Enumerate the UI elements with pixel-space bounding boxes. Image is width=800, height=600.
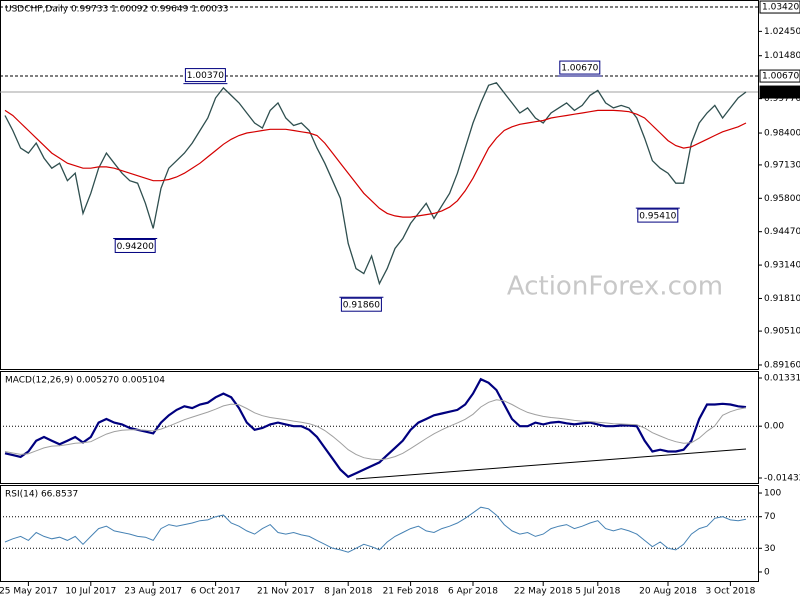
series-line	[4, 109, 747, 218]
y-tick-label: 1.02450	[764, 27, 800, 37]
y-tick-label: 0.97130	[764, 160, 800, 170]
level-label-box	[759, 0, 800, 14]
annotation-box	[114, 238, 156, 253]
x-tick-label: 3 Oct 2018	[705, 587, 755, 597]
x-tick-label: 8 Jan 2018	[324, 587, 372, 597]
watermark: ActionForex.com	[507, 272, 723, 302]
rsi-panel	[0, 485, 759, 582]
macd-title: MACD(12,26,9) 0.005270 0.005104	[5, 376, 165, 386]
annotation-label: 0.91860	[343, 301, 380, 311]
y-tick-label: 0.99770	[764, 94, 800, 104]
price-title: USDCHF,Daily 0.99733 1.00092 0.99649 1.0…	[5, 5, 228, 15]
y-tick-label: -0.014323	[764, 474, 800, 484]
level-label: 1.00033	[762, 88, 799, 98]
y-tick-label: 70	[764, 512, 776, 522]
y-tick-label: 0.013319	[764, 374, 800, 384]
x-tick-label: 23 Aug 2017	[124, 587, 182, 597]
y-tick-label: 0.90510	[764, 327, 800, 337]
annotation-box	[184, 68, 226, 83]
y-tick-label: 1.01480	[764, 51, 800, 61]
x-tick-label: 25 May 2017	[0, 587, 58, 597]
y-tick-label: 0	[764, 567, 770, 577]
x-tick-label: 22 May 2018	[514, 587, 573, 597]
x-tick-label: 21 Feb 2018	[383, 587, 439, 597]
annotation-box	[340, 297, 382, 312]
y-tick-label: 0.98400	[764, 129, 800, 139]
annotation-box	[559, 60, 601, 75]
level-label: 1.00670	[762, 72, 799, 82]
x-tick-label: 20 Aug 2018	[639, 587, 697, 597]
x-tick-label: 10 Jul 2017	[65, 587, 116, 597]
x-tick-label: 6 Oct 2017	[191, 587, 241, 597]
series-line	[4, 399, 747, 461]
y-tick-label: 0.91810	[764, 294, 800, 304]
annotation-label: 1.00370	[187, 71, 224, 81]
price-panel	[0, 0, 759, 370]
level-label-box	[759, 85, 800, 99]
y-tick-label: 100	[764, 489, 781, 499]
series-line	[4, 82, 747, 286]
y-tick-label: 0.89160	[764, 360, 800, 370]
y-tick-label: 30	[764, 544, 776, 554]
annotation-box	[637, 208, 679, 223]
x-tick-label: 21 Nov 2017	[257, 587, 315, 597]
series-line	[4, 506, 747, 553]
annotation-label: 0.95410	[639, 212, 676, 222]
macd-panel	[0, 371, 759, 484]
y-tick-label: 0.95800	[764, 194, 800, 204]
level-label-box	[759, 69, 800, 83]
x-tick-label: 5 Jul 2018	[575, 587, 620, 597]
series-line	[4, 377, 747, 479]
y-tick-label: 0.94470	[764, 227, 800, 237]
annotation-label: 1.00670	[561, 64, 598, 74]
level-label: 1.03420	[762, 3, 799, 13]
y-tick-label: 0.93140	[764, 261, 800, 271]
rsi-title: RSI(14) 66.8537	[5, 490, 78, 500]
annotation-label: 0.94200	[117, 242, 154, 252]
trendline	[355, 448, 747, 480]
x-tick-label: 6 Apr 2018	[448, 587, 498, 597]
y-tick-label: 0.00	[764, 422, 784, 432]
